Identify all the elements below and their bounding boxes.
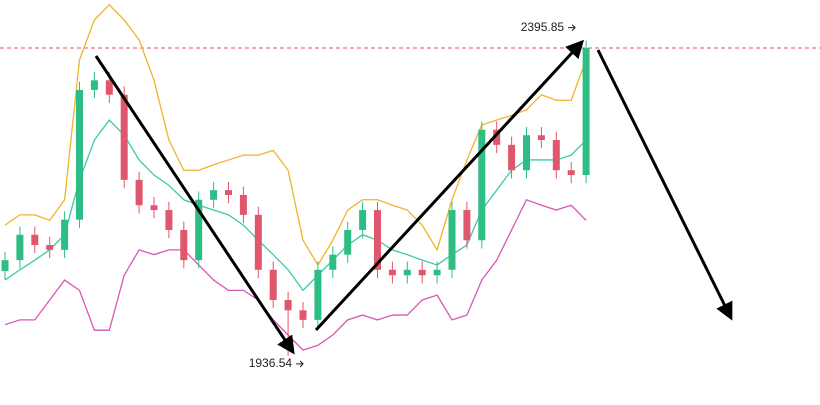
trend-arrow (596, 49, 733, 321)
candle-body (582, 48, 590, 176)
candle-body (225, 190, 232, 195)
candle-body (359, 210, 367, 230)
candle-body (254, 214, 262, 270)
band-line (4, 198, 587, 351)
candle-body (120, 94, 128, 180)
candle-body (448, 210, 456, 270)
plot-area (1, 3, 590, 356)
candle-body (478, 129, 486, 241)
candle-body (314, 269, 322, 320)
candle-body (284, 299, 292, 311)
trend-arrow (314, 39, 585, 332)
candle-body (105, 80, 113, 95)
low-label: 1936.54 (249, 356, 293, 370)
label-arrow (296, 360, 304, 368)
candle-body (523, 135, 530, 171)
band-line (4, 3, 587, 267)
candle-body (418, 269, 426, 276)
candle-body (210, 190, 218, 200)
candle-body (537, 135, 545, 141)
candle-body (388, 269, 396, 276)
candle-body (16, 234, 24, 261)
candle-body (552, 140, 560, 171)
candle-body (403, 269, 411, 276)
candle-body (433, 269, 441, 276)
candle-body (567, 170, 575, 176)
candle-body (31, 234, 39, 246)
candle-body (90, 80, 98, 90)
candle-body (46, 245, 54, 250)
candle-body (329, 254, 337, 270)
candle-body (180, 229, 188, 261)
candle-body (76, 89, 83, 220)
candle-body (239, 194, 247, 215)
candle-body (344, 229, 352, 255)
candle-body (1, 260, 9, 272)
candle-body (165, 210, 173, 230)
high-label: 2395.85 (521, 20, 565, 34)
candle-body (299, 310, 307, 320)
candle-body (463, 210, 471, 241)
candle-body (269, 269, 277, 300)
candle-body (493, 129, 501, 145)
label-arrow (568, 24, 576, 31)
candle-body (150, 205, 158, 211)
candle-body (135, 179, 143, 206)
candle-body (61, 219, 69, 250)
candle-body (195, 199, 203, 261)
trend-arrow (94, 55, 295, 355)
candle-body (374, 210, 381, 270)
candle-body (508, 144, 516, 171)
band-line (4, 119, 587, 292)
